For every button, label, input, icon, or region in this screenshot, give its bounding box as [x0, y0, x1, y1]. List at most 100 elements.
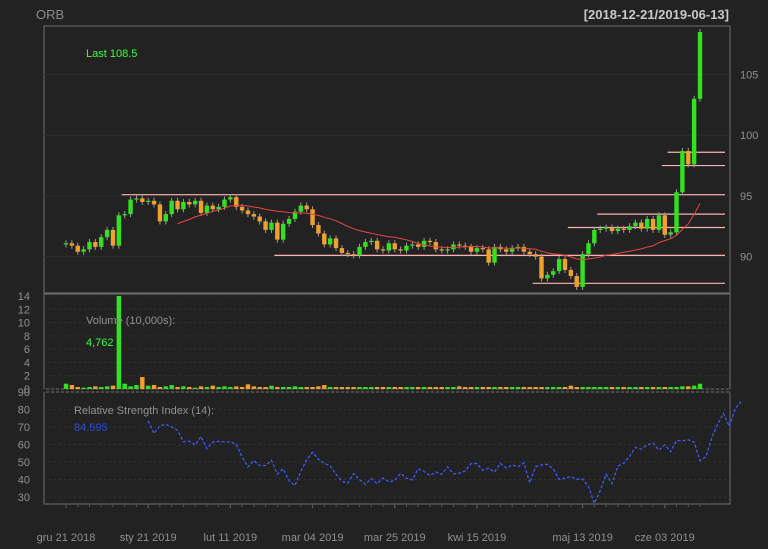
candle-body: [75, 245, 80, 252]
candle-body: [116, 215, 122, 246]
candle-body: [257, 216, 262, 222]
rsi-panel-frame: [43, 391, 731, 505]
volume-tick-label: 6: [24, 344, 30, 356]
candle-body: [251, 214, 257, 217]
volume-bar: [515, 387, 521, 389]
volume-bar: [286, 387, 292, 389]
candle-body: [204, 205, 210, 213]
candle-body: [134, 198, 139, 200]
volume-bar: [404, 387, 409, 389]
candle-body: [157, 204, 163, 222]
volume-bar: [650, 387, 656, 389]
candle-body: [228, 197, 233, 200]
candle-body: [697, 32, 703, 99]
price-tick-label: 90: [740, 252, 752, 264]
candle-body: [298, 205, 304, 212]
candle-body: [427, 240, 433, 243]
candle-body: [474, 248, 480, 252]
volume-title: Volume (10,000s):: [86, 315, 175, 327]
volume-bar: [351, 387, 356, 389]
volume-bars: [63, 296, 703, 389]
volume-bar: [322, 385, 327, 389]
candle-body: [87, 242, 92, 250]
volume-bar: [198, 386, 204, 389]
candle-body: [163, 214, 168, 222]
candle-body: [81, 249, 86, 252]
candle-body: [369, 240, 374, 243]
volume-tick-label: 2: [24, 371, 30, 383]
volume-bar: [345, 387, 350, 389]
volume-bar: [263, 387, 268, 389]
candle-body: [621, 228, 626, 230]
volume-bar: [298, 387, 304, 389]
volume-bar: [509, 387, 515, 389]
volume-bar: [210, 385, 215, 389]
candle-body: [416, 244, 421, 247]
x-tick-label: maj 13 2019: [552, 532, 613, 544]
rsi-tick-label: 30: [18, 492, 30, 504]
volume-bar: [116, 296, 122, 389]
candle-body: [239, 206, 245, 211]
x-tick-label: cze 03 2019: [635, 532, 695, 544]
volume-bar: [110, 385, 116, 389]
volume-bar: [427, 387, 433, 389]
price-tick-label: 95: [740, 191, 752, 203]
candle-body: [615, 228, 621, 232]
candle-body: [104, 229, 110, 238]
candle-body: [339, 248, 345, 253]
volume-bar: [316, 386, 321, 389]
volume-bar: [492, 387, 497, 389]
volume-bar: [574, 387, 579, 389]
candle-body: [574, 276, 579, 287]
volume-tick-label: 8: [24, 331, 30, 343]
volume-bar: [603, 387, 609, 389]
volume-bar: [104, 386, 110, 389]
volume-tick-label: 12: [18, 304, 30, 316]
volume-bar: [451, 387, 456, 389]
volume-bar: [474, 387, 480, 389]
volume-bar: [674, 387, 679, 389]
candle-body: [509, 248, 515, 252]
candle-body: [674, 192, 679, 233]
candle-body: [656, 215, 662, 230]
x-tick-label: lut 11 2019: [204, 532, 258, 544]
candle-body: [169, 200, 174, 215]
candle-body: [398, 249, 403, 251]
candle-body: [110, 229, 116, 246]
candle-body: [122, 214, 127, 216]
rsi-tick-label: 40: [18, 475, 30, 487]
volume-bar: [545, 387, 550, 389]
rsi-tick-label: 50: [18, 457, 30, 469]
volume-bar: [145, 385, 151, 389]
candle-body: [140, 198, 145, 202]
volume-tick-label: 4: [24, 357, 30, 369]
volume-bar: [63, 383, 69, 389]
candle-body: [192, 200, 198, 205]
volume-bar: [592, 387, 597, 389]
volume-bar: [521, 387, 527, 389]
rsi-tick-label: 90: [18, 387, 30, 399]
candle-body: [151, 200, 157, 205]
volume-bar: [533, 387, 538, 389]
candle-body: [410, 244, 415, 246]
volume-bar: [556, 387, 562, 389]
volume-bar: [181, 386, 186, 389]
candle-body: [468, 246, 474, 252]
volume-bar: [369, 387, 374, 389]
volume-bar: [128, 386, 133, 389]
candle-body: [63, 243, 69, 245]
volume-bar: [633, 387, 638, 389]
volume-bar: [192, 387, 198, 389]
volume-bar: [398, 387, 403, 389]
candle-body: [527, 251, 532, 255]
candle-body: [451, 244, 456, 250]
candle-body: [545, 274, 550, 279]
volume-last-value: 4,762: [86, 337, 114, 349]
volume-bar: [697, 383, 703, 389]
x-tick-label: gru 21 2018: [37, 532, 96, 544]
candle-body: [668, 232, 673, 235]
rsi-title: Relative Strength Index (14):: [74, 405, 214, 417]
candle-body: [322, 233, 327, 245]
